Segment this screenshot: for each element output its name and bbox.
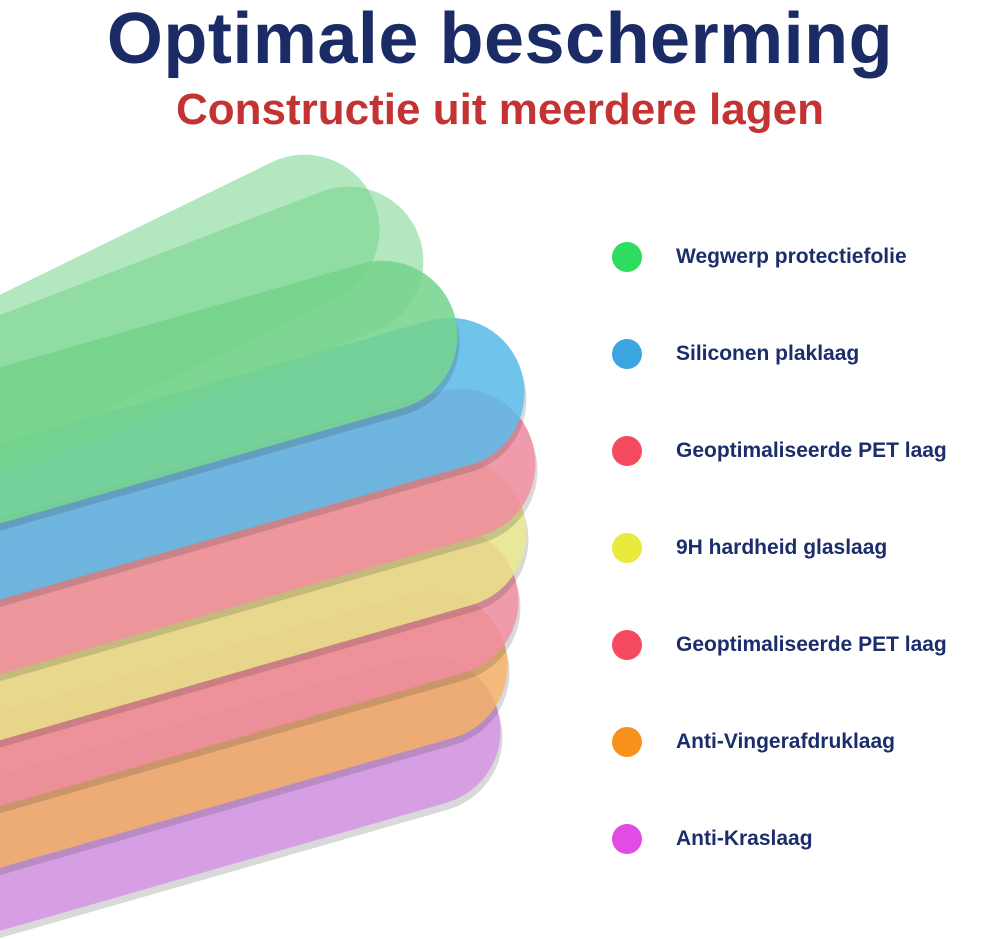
red-dot-icon xyxy=(612,630,642,660)
legend-item: 9H hardheid glaslaag xyxy=(612,532,947,564)
legend-item-label: Anti-Kraslaag xyxy=(676,827,813,850)
header: Optimale bescherming Constructie uit mee… xyxy=(0,0,1000,134)
legend-item-label: Geoptimaliseerde PET laag xyxy=(676,633,947,656)
layer-stack-illustration xyxy=(0,129,580,939)
legend-item: Anti-Vingerafdruklaag xyxy=(612,726,947,758)
legend-item: Wegwerp protectiefolie xyxy=(612,241,947,273)
magenta-dot-icon xyxy=(612,824,642,854)
blue-dot-icon xyxy=(612,339,642,369)
red-dot-icon xyxy=(612,436,642,466)
legend-item-label: Siliconen plaklaag xyxy=(676,342,860,365)
legend-item: Siliconen plaklaag xyxy=(612,338,947,370)
legend: Wegwerp protectiefolie Siliconen plaklaa… xyxy=(612,241,947,855)
green-dot-icon xyxy=(612,242,642,272)
legend-item-label: Wegwerp protectiefolie xyxy=(676,245,907,268)
orange-dot-icon xyxy=(612,727,642,757)
legend-item: Geoptimaliseerde PET laag xyxy=(612,629,947,661)
page-subtitle: Constructie uit meerdere lagen xyxy=(176,84,824,134)
legend-item-label: Geoptimaliseerde PET laag xyxy=(676,439,947,462)
legend-item: Anti-Kraslaag xyxy=(612,823,947,855)
page-title: Optimale bescherming xyxy=(106,0,894,79)
legend-item-label: 9H hardheid glaslaag xyxy=(676,536,888,559)
legend-item-label: Anti-Vingerafdruklaag xyxy=(676,730,895,753)
legend-item: Geoptimaliseerde PET laag xyxy=(612,435,947,467)
yellow-dot-icon xyxy=(612,533,642,563)
